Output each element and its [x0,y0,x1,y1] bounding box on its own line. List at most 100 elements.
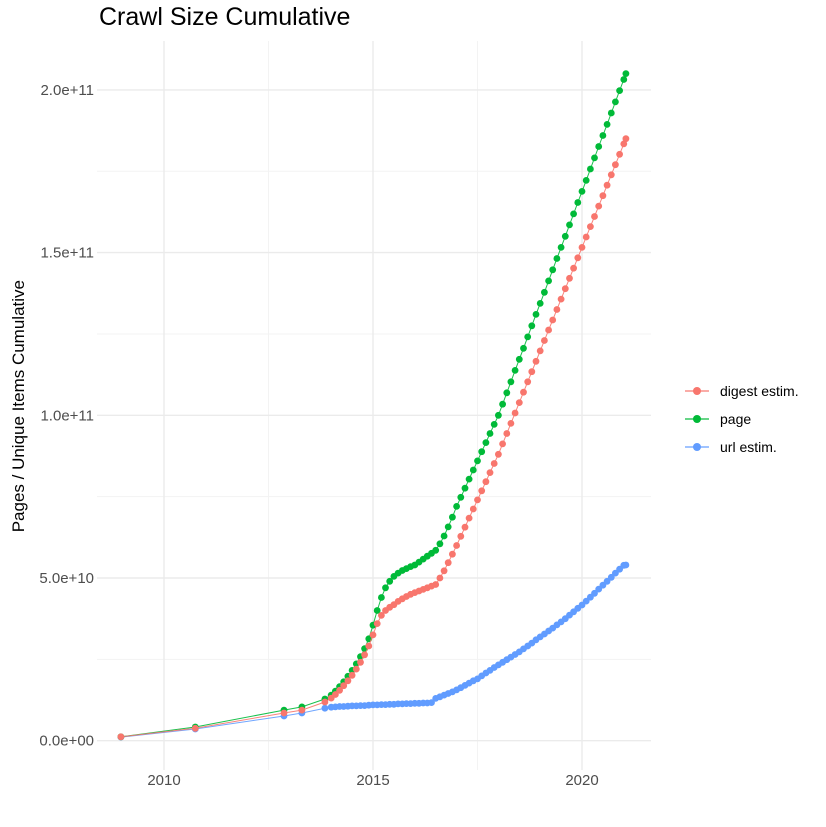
data-point [332,691,339,698]
data-point [607,573,615,581]
data-point [528,368,536,376]
data-point [520,388,527,396]
data-point [461,484,469,492]
data-point [566,274,573,282]
data-point [622,135,630,143]
data-point [499,400,506,408]
data-point [532,311,540,318]
data-point [482,478,490,486]
data-point [453,542,460,549]
y-tick-label: 1.0e+11 [40,407,94,424]
data-point [582,177,590,184]
data-point [378,612,385,619]
data-point [612,98,619,106]
data-point [436,540,444,548]
data-point [340,682,348,690]
data-point [524,378,532,386]
data-point [440,567,448,575]
data-point [528,322,536,330]
data-point [536,347,544,355]
data-point [461,523,469,531]
data-point [570,264,577,272]
legend-item-label: digest estim. [720,383,799,399]
legend-key-icon [685,443,709,451]
data-point [344,677,352,685]
data-point [369,631,377,639]
data-point [541,288,548,296]
x-tick-label: 2020 [565,772,598,789]
data-point [574,254,582,262]
data-point [591,154,598,162]
data-point [622,70,630,77]
data-point [595,143,603,150]
data-point [620,76,628,83]
data-point [474,457,481,465]
data-point [382,584,389,592]
data-point [365,642,373,650]
data-point [465,514,473,522]
data-point [536,300,544,307]
data-point [465,475,473,483]
data-point [607,171,615,179]
data-point [612,161,619,169]
legend: digest estim. page url estim. [684,381,799,457]
legend-item: page [684,409,799,429]
data-point [587,223,594,231]
data-point [486,430,494,437]
data-point [428,699,435,706]
data-point [432,546,440,554]
series-digest-estim- [117,135,630,741]
data-point [507,378,515,386]
data-point [453,503,460,510]
legend-item-label: page [720,411,752,427]
data-point [386,577,394,585]
x-tick-label: 2010 [147,772,180,789]
data-point [486,469,494,476]
data-point [503,389,511,397]
y-tick-label: 0.0e+00 [39,733,94,750]
data-point [616,87,623,94]
data-point [515,355,523,363]
data-point [469,505,477,513]
data-point [444,559,452,567]
data-point [545,326,552,334]
data-point [436,574,444,582]
data-point [336,686,343,694]
data-point [298,706,306,714]
data-point [432,581,440,588]
data-point [570,210,577,218]
data-point [499,440,506,448]
data-point [582,233,590,241]
data-point [603,181,611,189]
data-point [478,448,486,456]
data-point [503,430,511,437]
legend-item-label: url estim. [720,439,777,455]
data-point [469,466,477,474]
data-point [348,671,356,679]
data-point [321,704,329,712]
data-point [561,285,569,293]
data-point [541,337,548,344]
data-point [566,221,573,229]
data-point [191,724,199,732]
data-point [490,460,498,467]
data-point [520,344,527,352]
data-point [524,333,532,341]
legend-key-icon [685,387,709,395]
legend-key-dot [693,443,701,451]
data-point [549,316,557,324]
legend-key-icon [685,415,709,423]
data-point [373,607,381,614]
data-point [378,594,385,601]
data-point [591,213,598,220]
data-point [557,244,565,251]
data-point [599,192,607,200]
data-point [280,709,288,717]
data-point [591,589,598,597]
data-point [599,132,607,139]
data-point [457,493,465,501]
x-tick-label: 2015 [356,772,389,789]
y-tick-label: 1.5e+11 [40,245,94,262]
